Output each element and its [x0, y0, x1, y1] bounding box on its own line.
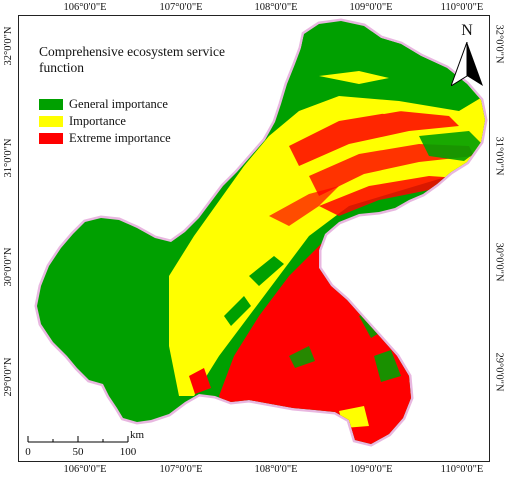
- legend-label-importance: Importance: [69, 114, 126, 128]
- top-tick-109: 109°0'0"E: [349, 2, 393, 13]
- scale-label-50: 50: [72, 446, 84, 458]
- top-tick-108: 108°0'0"E: [254, 2, 298, 13]
- scale-label-0: 0: [25, 446, 31, 458]
- legend-item-importance: Importance: [39, 113, 171, 130]
- legend-item-extreme: Extreme importance: [39, 130, 171, 147]
- bottom-tick-109: 109°0'0"E: [349, 464, 393, 475]
- right-tick-32: 32°0'0"N: [493, 24, 505, 64]
- scale-bar: km 0 50 100: [25, 428, 156, 458]
- bottom-tick-108: 108°0'0"E: [254, 464, 298, 475]
- legend-label-extreme: Extreme importance: [69, 131, 171, 145]
- right-tick-30: 30°0'0"N: [493, 242, 505, 282]
- legend-label-general: General importance: [69, 97, 168, 111]
- top-tick-106: 106°0'0"E: [63, 2, 107, 13]
- left-tick-31: 31°0'0"N: [2, 138, 14, 178]
- bottom-tick-110: 110°0'0"E: [440, 464, 484, 475]
- right-tick-29: 29°0'0"N: [493, 352, 505, 392]
- legend-title: Comprehensive ecosystem service function: [39, 44, 225, 75]
- map-frame: Comprehensive ecosystem service function…: [18, 15, 490, 462]
- legend-swatch-general: [39, 99, 63, 110]
- legend-item-general: General importance: [39, 96, 171, 113]
- north-arrow-icon: [451, 42, 483, 86]
- legend-swatch-importance: [39, 116, 63, 127]
- legend-swatch-extreme: [39, 133, 63, 144]
- scale-unit: km: [130, 429, 145, 441]
- bottom-tick-106: 106°0'0"E: [63, 464, 107, 475]
- left-tick-32: 32°0'0"N: [2, 26, 14, 66]
- top-tick-107: 107°0'0"E: [159, 2, 203, 13]
- north-arrow: N: [447, 22, 487, 88]
- scale-label-100: 100: [119, 446, 137, 458]
- top-tick-110: 110°0'0"E: [440, 2, 484, 13]
- bottom-tick-107: 107°0'0"E: [159, 464, 203, 475]
- left-tick-29: 29°0'0"N: [2, 357, 14, 397]
- legend: General importance Importance Extreme im…: [39, 96, 171, 147]
- right-tick-31: 31°0'0"N: [493, 136, 505, 176]
- scale-bar-line: [27, 436, 129, 443]
- left-tick-30: 30°0'0"N: [2, 247, 14, 287]
- map-canvas: [19, 16, 489, 461]
- north-label: N: [461, 22, 473, 39]
